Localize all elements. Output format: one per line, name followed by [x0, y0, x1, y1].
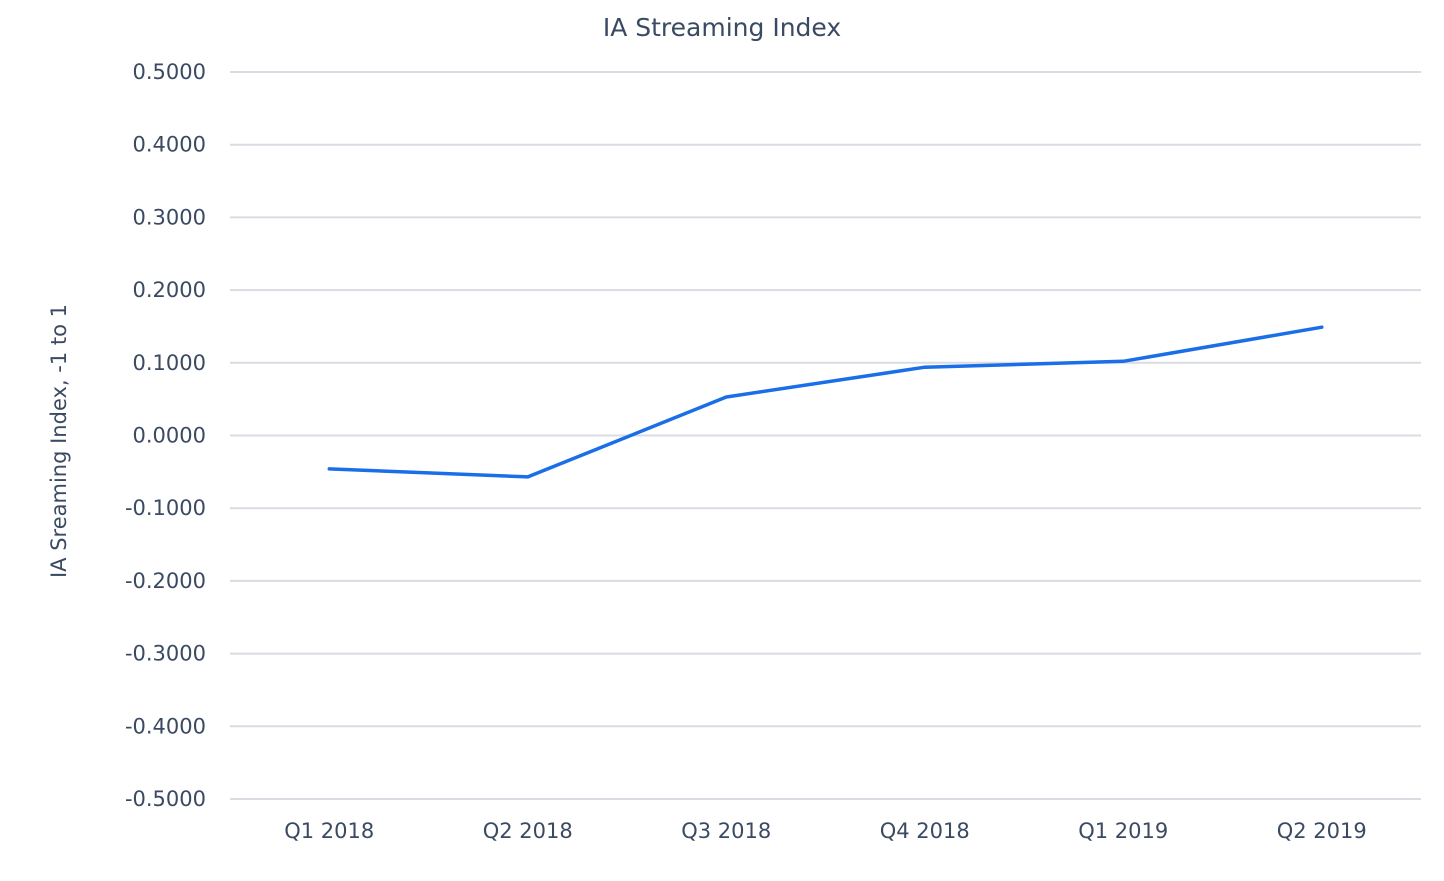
y-axis-ticks: 0.5000 0.4000 0.3000 0.2000 0.1000 0.0000 -0.1…: [125, 60, 206, 811]
y-tick-label: -0.5000: [125, 787, 206, 811]
y-axis-label: IA Sreaming Index, -1 to 1: [47, 304, 71, 578]
chart-title: IA Streaming Index: [603, 13, 841, 42]
y-tick-label: 0.5000: [133, 60, 206, 84]
series-lines: [327, 325, 1324, 479]
x-tick-label: Q2 2018: [483, 819, 573, 843]
x-tick-label: Q1 2018: [284, 819, 374, 843]
x-tick-label: Q4 2018: [880, 819, 970, 843]
y-tick-label: -0.1000: [125, 496, 206, 520]
series-line: [327, 325, 1324, 479]
gridlines: [230, 71, 1421, 800]
y-tick-label: 0.2000: [133, 278, 206, 302]
y-tick-label: 0.1000: [133, 351, 206, 375]
y-tick-label: -0.4000: [125, 714, 206, 738]
x-tick-label: Q3 2018: [681, 819, 771, 843]
y-tick-label: 0.4000: [133, 133, 206, 157]
y-tick-label: 0.3000: [133, 205, 206, 229]
y-tick-label: -0.2000: [125, 569, 206, 593]
x-tick-label: Q1 2019: [1078, 819, 1168, 843]
y-tick-label: 0.0000: [133, 424, 206, 448]
x-axis-ticks: Q1 2018 Q2 2018 Q3 2018 Q4 2018 Q1 2019 Q2 20…: [284, 819, 1367, 843]
x-tick-label: Q2 2019: [1277, 819, 1367, 843]
y-tick-label: -0.3000: [125, 642, 206, 666]
